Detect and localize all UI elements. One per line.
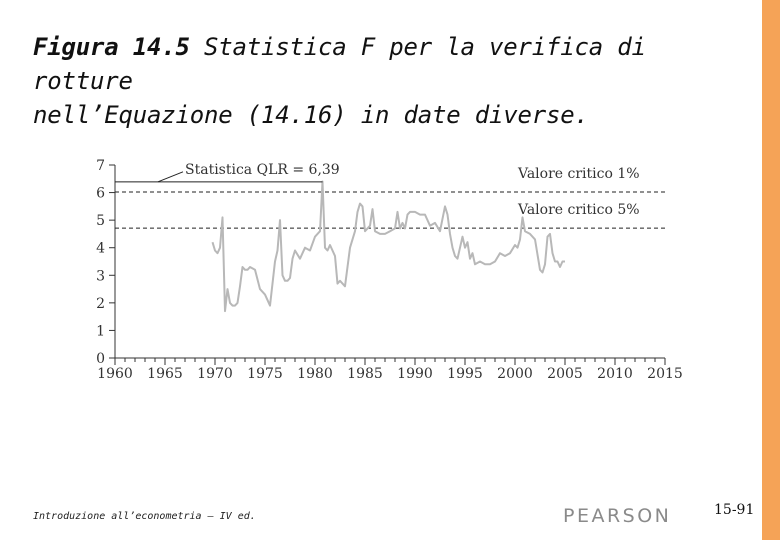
y-tick-label: 1	[96, 323, 105, 339]
x-tick-label: 2015	[647, 366, 683, 382]
x-tick-label: 1995	[447, 366, 483, 382]
critical-value-label: Valore critico 5%	[517, 202, 640, 218]
x-tick-label: 1970	[197, 366, 233, 382]
title-text-line1: Statistica F per la verifica di rotture	[33, 33, 646, 95]
y-tick-label: 0	[96, 351, 105, 367]
y-tick-label: 2	[96, 296, 105, 312]
slide-title: Figura 14.5 Statistica F per la verifica…	[33, 30, 753, 132]
title-text-line2: nell’Equazione (14.16) in date diverse.	[33, 101, 589, 129]
y-tick-label: 6	[96, 186, 105, 202]
critical-value-label: Valore critico 1%	[517, 166, 640, 182]
y-tick-label: 3	[96, 268, 105, 284]
x-tick-label: 1960	[97, 366, 133, 382]
y-tick-label: 5	[96, 213, 105, 229]
x-tick-label: 1975	[247, 366, 283, 382]
qlr-annotation-label: Statistica QLR = 6,39	[185, 162, 340, 178]
book-footer: Introduzione all’econometria – IV ed.	[33, 511, 256, 522]
x-tick-label: 2005	[547, 366, 583, 382]
y-tick-label: 7	[96, 158, 105, 174]
qlr-series-line	[211, 180, 565, 313]
x-tick-label: 2010	[597, 366, 633, 382]
x-tick-label: 1990	[397, 366, 433, 382]
x-tick-label: 1980	[297, 366, 333, 382]
x-tick-label: 2000	[497, 366, 533, 382]
annotation-leader	[157, 171, 184, 183]
slide-canvas	[0, 0, 762, 540]
x-tick-label: 1985	[347, 366, 383, 382]
page-number: 15-91	[714, 502, 755, 518]
y-tick-label: 4	[96, 241, 105, 257]
publisher-logo: PEARSON	[563, 505, 672, 527]
x-tick-label: 1965	[147, 366, 183, 382]
figure-number: Figura 14.5	[33, 33, 190, 61]
